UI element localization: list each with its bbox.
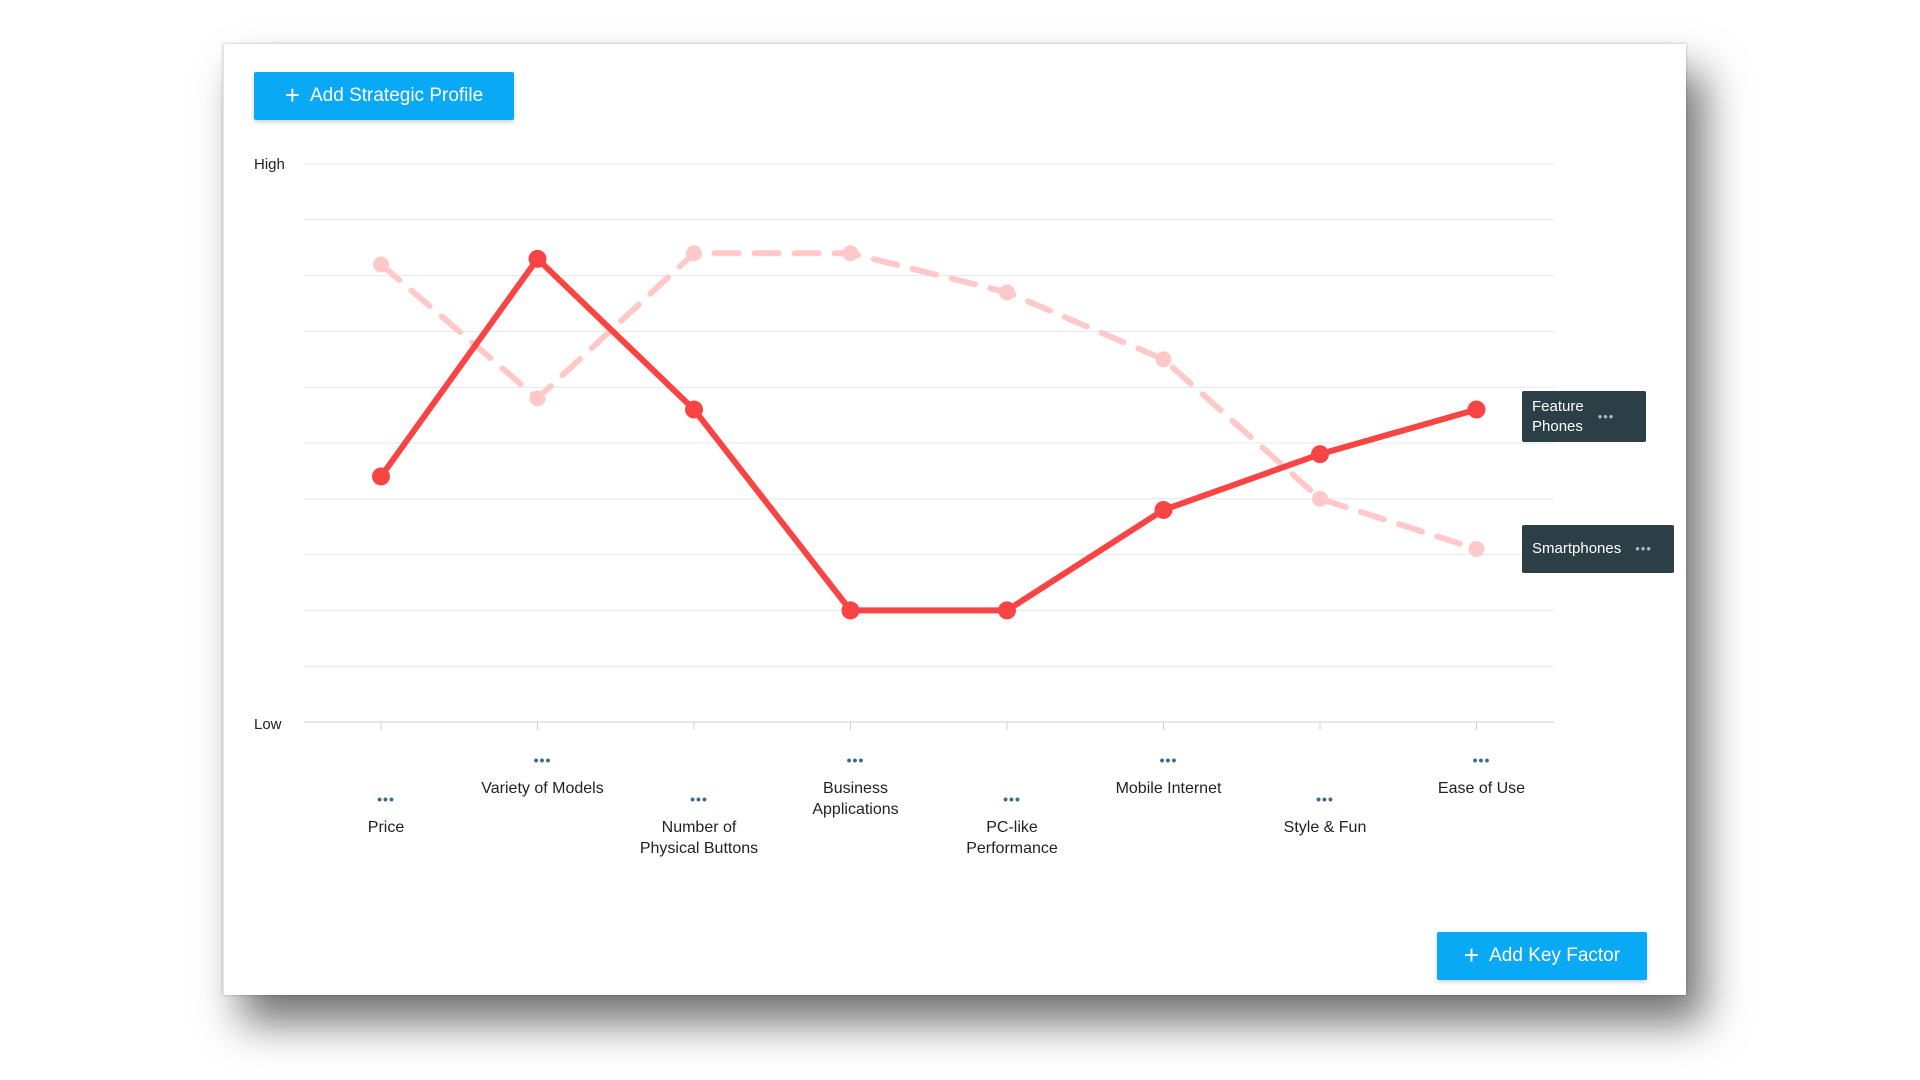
- category-menu-icon[interactable]: •••: [690, 791, 708, 807]
- category-menu-icon[interactable]: •••: [847, 752, 865, 768]
- legend-tag-smartphones[interactable]: Smartphones •••: [1522, 525, 1674, 573]
- series-smartphones: [373, 245, 1485, 558]
- category-menu-icon[interactable]: •••: [1003, 791, 1021, 807]
- y-tick-label-low: Low: [254, 716, 282, 733]
- data-point[interactable]: [529, 390, 546, 407]
- category-label: Business Applications: [812, 780, 898, 818]
- data-point[interactable]: [528, 249, 547, 268]
- more-options-icon[interactable]: •••: [1597, 408, 1615, 424]
- data-point[interactable]: [373, 256, 389, 273]
- data-point[interactable]: [1154, 500, 1173, 519]
- legend-label-feature-phones: Feature Phones: [1532, 397, 1584, 435]
- legend-tag-feature-phones[interactable]: Feature Phones •••: [1522, 391, 1646, 442]
- category-menu-icon[interactable]: •••: [1160, 752, 1178, 768]
- data-point[interactable]: [685, 400, 703, 419]
- category-menu-icon[interactable]: •••: [377, 791, 395, 807]
- data-point[interactable]: [1468, 541, 1485, 558]
- plus-icon: +: [284, 80, 300, 110]
- data-point[interactable]: [841, 601, 860, 620]
- data-point[interactable]: [1155, 351, 1172, 368]
- value-curve-chart: High Low •••Price•••Variety of Models•••…: [254, 156, 1554, 857]
- legend-label-smartphones: Smartphones: [1532, 540, 1622, 557]
- category-label: Style & Fun: [1284, 819, 1367, 836]
- strategy-canvas-card: + Add Strategic Profile High Low ••• Pric…: [223, 44, 1686, 995]
- category-label: Number of Physical Buttons: [640, 819, 758, 857]
- series-feature-phones: [372, 249, 1486, 620]
- axes: High Low: [254, 156, 285, 733]
- add-strategic-profile-label: Add Strategic Profile: [309, 85, 484, 106]
- category-label: Mobile Internet: [1116, 780, 1222, 797]
- more-options-icon[interactable]: •••: [1635, 541, 1652, 556]
- series-line: [378, 255, 1480, 614]
- add-strategic-profile-button[interactable]: + Add Strategic Profile: [254, 72, 514, 120]
- data-point[interactable]: [1311, 445, 1329, 464]
- category-labels: ••• Price ••• Variety of Models ••• Number of…: [368, 722, 1525, 857]
- data-point[interactable]: [372, 467, 390, 486]
- plus-icon: +: [1463, 940, 1480, 970]
- data-point[interactable]: [842, 245, 859, 262]
- add-key-factor-label: Add Key Factor: [1489, 945, 1621, 966]
- category-label: Ease of Use: [1438, 780, 1525, 797]
- category-menu-icon[interactable]: •••: [1473, 752, 1491, 768]
- category-menu-icon[interactable]: •••: [1316, 791, 1334, 807]
- grid-lines: [304, 163, 1554, 723]
- series-line: [378, 250, 1480, 553]
- category-label: Price: [368, 819, 405, 836]
- data-point[interactable]: [998, 601, 1016, 620]
- add-key-factor-button[interactable]: + Add Key Factor: [1437, 932, 1647, 980]
- data-point[interactable]: [1312, 490, 1328, 507]
- y-tick-label-high: High: [254, 156, 285, 173]
- data-point[interactable]: [999, 284, 1015, 301]
- category-menu-icon[interactable]: •••: [534, 752, 552, 768]
- category-label: Variety of Models: [481, 780, 603, 797]
- series-layer: [372, 245, 1486, 620]
- data-point[interactable]: [686, 245, 702, 262]
- data-point[interactable]: [1467, 400, 1486, 419]
- category-label: PC-like Performance: [966, 819, 1058, 857]
